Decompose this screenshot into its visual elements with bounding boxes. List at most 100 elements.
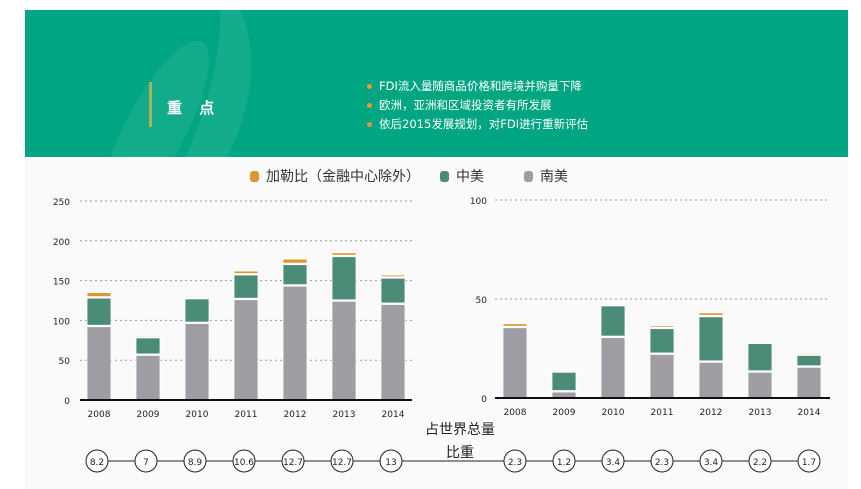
x-tick-label: 2014 xyxy=(382,410,405,420)
y-tick-label: 0 xyxy=(64,397,70,407)
bullet-icon xyxy=(367,122,372,127)
share-circle xyxy=(134,449,158,473)
x-tick-label: 2010 xyxy=(602,408,625,418)
y-tick-label: 250 xyxy=(53,198,70,208)
key-points: FDI流入量随商品价格和跨境并购量下降 欧洲，亚洲和区域投资者有所发展 依后20… xyxy=(367,77,588,134)
y-tick-label: 0 xyxy=(481,395,487,405)
share-circle xyxy=(552,449,576,473)
bar-segment-central-america xyxy=(86,297,112,326)
key-point: FDI流入量随商品价格和跨境并购量下降 xyxy=(367,77,588,96)
bullet-icon xyxy=(367,103,372,108)
y-tick-label: 100 xyxy=(53,317,70,327)
share-value: 2.3 xyxy=(508,458,522,468)
bar-segment-central-america xyxy=(649,328,675,354)
bar-segment-south-america xyxy=(233,299,259,401)
bar-segment-central-america xyxy=(233,274,259,299)
bar-segment-caribbean xyxy=(86,292,112,298)
y-tick-label: 50 xyxy=(476,296,488,306)
bar-segment-central-america xyxy=(796,355,822,367)
bar-segment-central-america xyxy=(184,298,210,323)
share-circle xyxy=(85,449,109,473)
key-point: 依后2015发展规划，对FDI进行重新评估 xyxy=(367,115,588,134)
bar-segment-south-america xyxy=(282,285,308,401)
share-circle xyxy=(232,449,256,473)
bar-segment-south-america xyxy=(796,366,822,399)
share-circle xyxy=(748,449,772,473)
bar-segment-south-america xyxy=(649,354,675,399)
y-tick-label: 150 xyxy=(53,278,70,288)
bar-segment-caribbean xyxy=(282,258,308,264)
share-value: 2.3 xyxy=(655,458,669,468)
share-circle xyxy=(699,449,723,473)
bar-segment-caribbean xyxy=(502,323,528,327)
y-tick-label: 100 xyxy=(470,197,487,207)
bar-segment-south-america xyxy=(135,355,161,401)
share-circle xyxy=(650,449,674,473)
bar-segment-caribbean xyxy=(184,296,210,298)
bar-segment-caribbean xyxy=(649,325,675,328)
bar-segment-central-america xyxy=(747,343,773,372)
share-value: 7 xyxy=(143,458,149,468)
share-circle xyxy=(281,449,305,473)
share-label-line1: 占世界总量 xyxy=(425,422,495,438)
share-label-line2: 比重 xyxy=(446,445,474,461)
legend-swatch xyxy=(524,170,533,182)
key-point: 欧洲，亚洲和区域投资者有所发展 xyxy=(367,96,588,115)
bar-segment-caribbean xyxy=(698,312,724,316)
x-tick-label: 2012 xyxy=(700,408,723,418)
header-band: 重 点 FDI流入量随商品价格和跨境并购量下降 欧洲，亚洲和区域投资者有所发展 … xyxy=(25,10,848,157)
x-tick-label: 2012 xyxy=(284,410,307,420)
bar-segment-central-america xyxy=(600,305,626,337)
bar-segment-caribbean xyxy=(380,274,406,278)
legend-label: 南美 xyxy=(540,169,568,185)
legend-item-central-america: 中美 xyxy=(440,166,484,186)
bar-segment-south-america xyxy=(184,323,210,401)
share-circle xyxy=(330,449,354,473)
legend-label: 中美 xyxy=(456,169,484,185)
x-tick-label: 2011 xyxy=(651,408,674,418)
key-point-text: 依后2015发展规划，对FDI进行重新评估 xyxy=(379,117,589,131)
x-tick-label: 2014 xyxy=(798,408,821,418)
legend-label: 加勒比（金融中心除外） xyxy=(266,169,420,185)
share-circle xyxy=(503,449,527,473)
bar-segment-central-america xyxy=(331,256,357,301)
bar-segment-south-america xyxy=(502,327,528,399)
bar-segment-caribbean xyxy=(135,335,161,337)
bar-segment-south-america xyxy=(86,326,112,401)
section-title: 重 点 xyxy=(167,99,221,117)
share-value: 12.7 xyxy=(283,458,303,468)
bullet-icon xyxy=(367,84,372,89)
x-tick-label: 2013 xyxy=(749,408,772,418)
key-point-text: 欧洲，亚洲和区域投资者有所发展 xyxy=(379,98,552,112)
x-tick-label: 2010 xyxy=(186,410,209,420)
x-tick-label: 2008 xyxy=(504,408,527,418)
bar-segment-central-america xyxy=(282,264,308,286)
bar-segment-central-america xyxy=(135,337,161,355)
x-tick-label: 2009 xyxy=(553,408,576,418)
share-circle xyxy=(797,449,821,473)
title-accent-bar xyxy=(149,82,152,127)
bar-segment-caribbean xyxy=(796,353,822,355)
bar-segment-caribbean xyxy=(331,252,357,256)
share-value: 10.6 xyxy=(234,458,254,468)
bar-segment-central-america xyxy=(380,277,406,304)
legend-item-south-america: 南美 xyxy=(524,166,568,186)
y-tick-label: 200 xyxy=(53,238,70,248)
bar-segment-south-america xyxy=(331,300,357,401)
legend-swatch xyxy=(250,170,259,182)
bar-segment-central-america xyxy=(551,371,577,391)
legend-item-caribbean: 加勒比（金融中心除外） xyxy=(250,166,420,186)
chart-legend: 加勒比（金融中心除外） 中美 南美 xyxy=(250,166,588,186)
legend-swatch xyxy=(440,170,449,182)
x-tick-label: 2008 xyxy=(88,410,111,420)
bar-segment-south-america xyxy=(600,337,626,399)
share-value: 1.2 xyxy=(557,458,571,468)
key-point-text: FDI流入量随商品价格和跨境并购量下降 xyxy=(379,79,582,93)
share-circle xyxy=(183,449,207,473)
share-value: 3.4 xyxy=(704,458,719,468)
bar-segment-central-america xyxy=(698,316,724,362)
bar-segment-south-america xyxy=(747,371,773,399)
y-tick-label: 50 xyxy=(59,357,71,367)
bar-segment-south-america xyxy=(698,361,724,399)
